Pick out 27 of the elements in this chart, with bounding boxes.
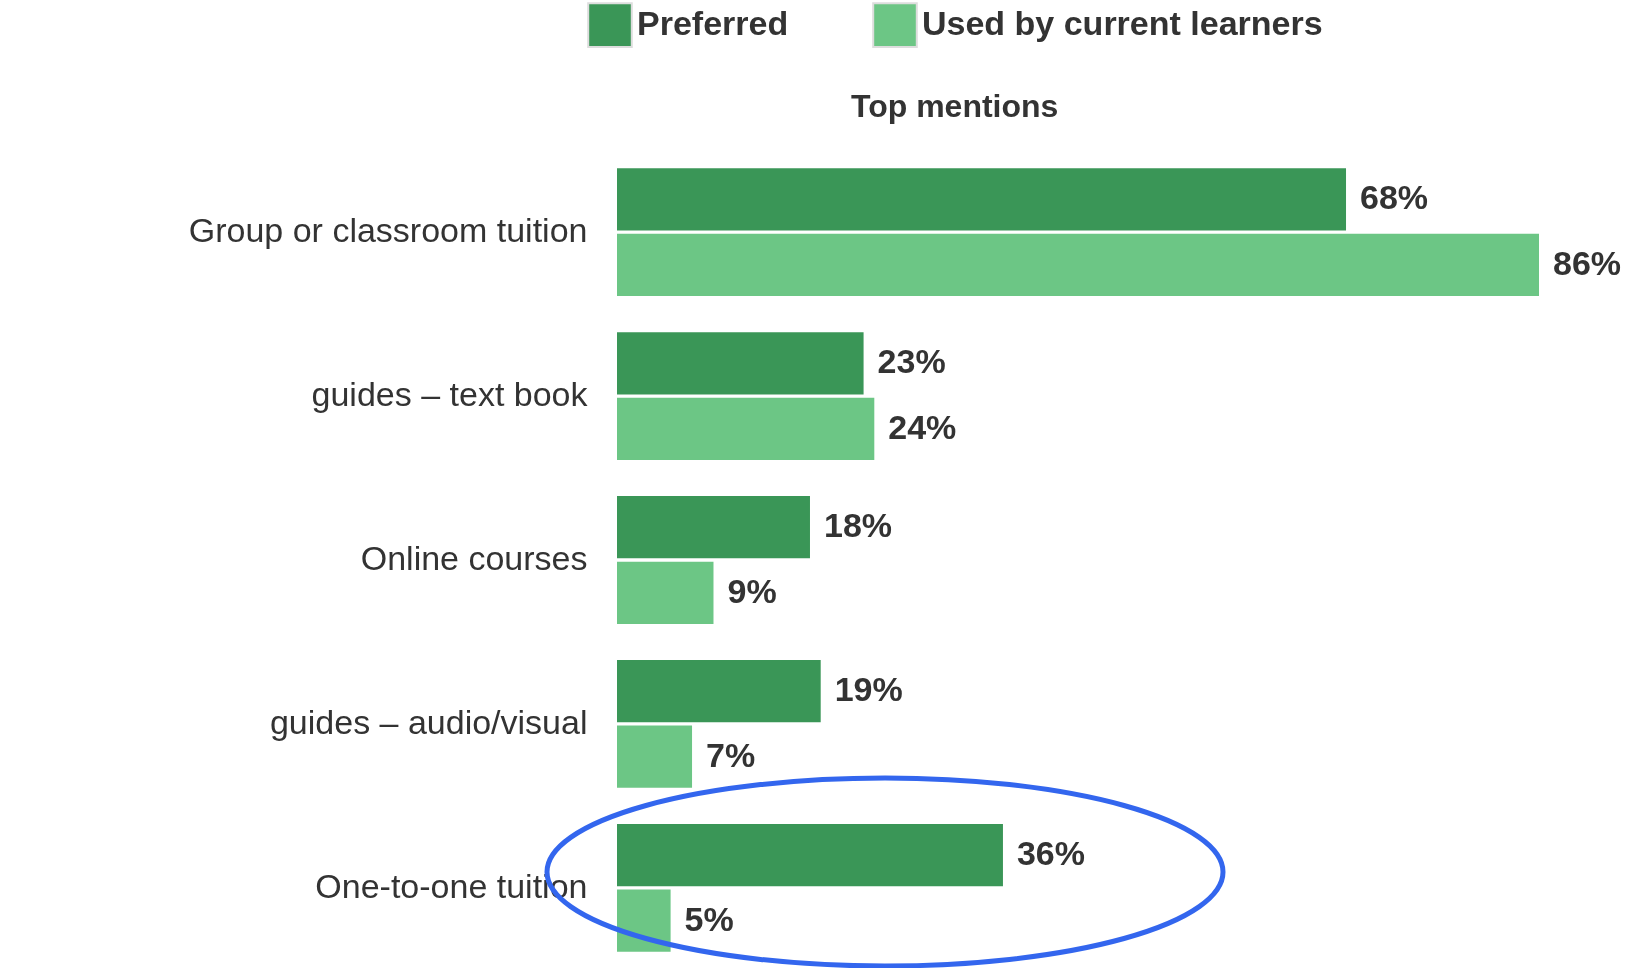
data-label: 24% (888, 407, 957, 446)
y-tick-label: guides – text book (311, 375, 589, 414)
chart-title: Top mentions (851, 88, 1059, 125)
bar (617, 725, 693, 788)
bar (617, 332, 864, 395)
bar (617, 496, 810, 559)
y-tick-label: guides – audio/visual (269, 702, 588, 741)
data-label: 7% (706, 735, 756, 774)
data-label: 68% (1360, 178, 1429, 217)
bar (617, 889, 671, 952)
data-label: 9% (727, 571, 777, 610)
data-label: 19% (834, 670, 903, 709)
legend-label: Used by current learners (922, 4, 1323, 43)
data-label: 5% (684, 899, 734, 938)
bar (617, 233, 1539, 297)
bar (617, 660, 821, 723)
y-tick-label: Group or classroom tuition (188, 211, 588, 250)
bar (617, 168, 1347, 231)
legend-label: Preferred (637, 4, 789, 43)
bar (617, 397, 875, 460)
data-label: 36% (1016, 834, 1086, 873)
data-label: 18% (823, 506, 893, 545)
y-tick-label: Online courses (360, 539, 588, 577)
data-label: 86% (1553, 243, 1622, 282)
data-label: 23% (877, 342, 946, 381)
bar (617, 561, 714, 624)
bar (617, 823, 1003, 887)
